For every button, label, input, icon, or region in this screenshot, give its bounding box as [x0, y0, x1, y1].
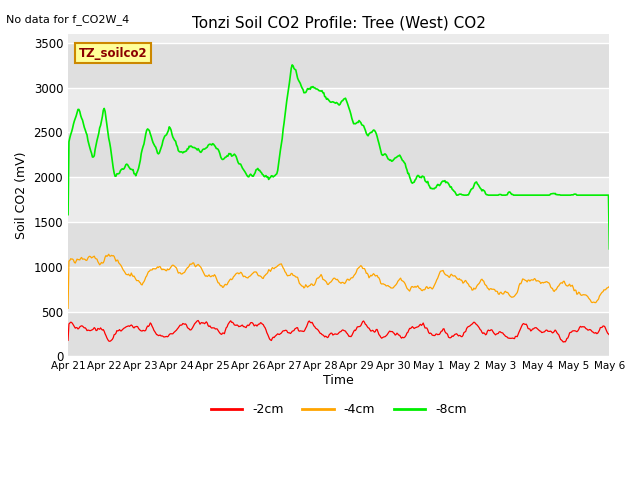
Bar	[68, 312, 609, 356]
Legend: -2cm, -4cm, -8cm: -2cm, -4cm, -8cm	[206, 398, 472, 421]
Y-axis label: Soil CO2 (mV): Soil CO2 (mV)	[15, 151, 28, 239]
Bar	[68, 132, 609, 177]
Text: TZ_soilco2: TZ_soilco2	[79, 47, 147, 60]
Bar	[68, 222, 609, 267]
Title: Tonzi Soil CO2 Profile: Tree (West) CO2: Tonzi Soil CO2 Profile: Tree (West) CO2	[192, 15, 486, 30]
Text: No data for f_CO2W_4: No data for f_CO2W_4	[6, 14, 130, 25]
Bar	[68, 43, 609, 88]
X-axis label: Time: Time	[323, 374, 354, 387]
